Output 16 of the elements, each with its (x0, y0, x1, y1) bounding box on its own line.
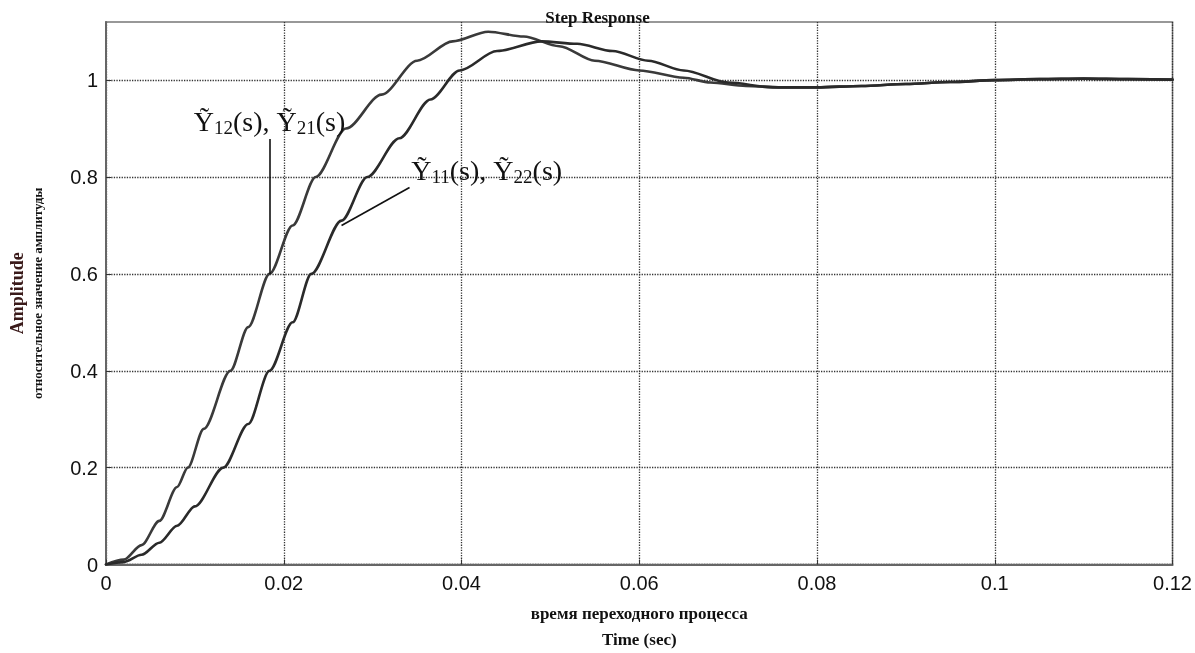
y-tick-label: 0.6 (70, 262, 98, 285)
y-tick-label: 0 (86, 553, 98, 576)
y-tick-label: 0.2 (70, 456, 98, 479)
x-tick-label: 0 (100, 571, 112, 594)
x-tick-label: 0.04 (442, 571, 481, 594)
x-tick-label: 0.02 (264, 571, 304, 594)
y-tick-label: 0.4 (70, 359, 98, 382)
x-axis-title: время переходного процесса Time (sec) (530, 604, 749, 649)
x-tick-label: 0.08 (797, 571, 837, 594)
x-tick-label: 0.1 (980, 571, 1009, 594)
y-tick-label: 1 (86, 69, 98, 92)
chart-title: Step Response (545, 8, 651, 27)
x-tick-label: 0.12 (1153, 571, 1193, 594)
y-axis-title: Amplitude относительное значение амплитуды (7, 187, 45, 399)
y-tick-label: 0.8 (70, 166, 98, 188)
x-tick-label: 0.06 (619, 571, 659, 594)
